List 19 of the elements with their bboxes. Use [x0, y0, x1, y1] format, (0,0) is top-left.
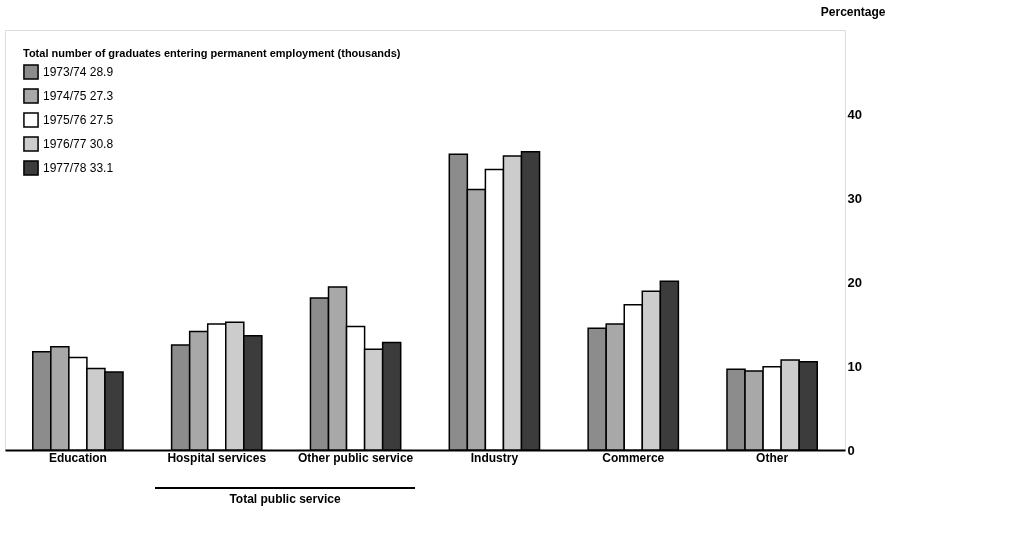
y-tick-label: 10 — [847, 358, 862, 374]
y-tick-label: 0 — [847, 442, 855, 458]
legend-label: 1975/76 27.5 — [43, 113, 114, 127]
x-tick-label: Industry — [470, 450, 519, 465]
legend-label: 1976/77 30.8 — [43, 137, 114, 151]
legend-label: 1973/74 28.9 — [43, 65, 114, 79]
legend-title: Total number of graduates entering permanent employment (thousands) — [23, 47, 401, 59]
x-tick-label: Other — [756, 450, 789, 465]
legend-label: 1977/78 33.1 — [43, 161, 114, 175]
y-tick-label: 20 — [847, 274, 862, 290]
x-tick-label: Hospital services — [167, 450, 267, 465]
x-tick-label: Education — [48, 450, 107, 465]
y-tick-label: 40 — [847, 106, 862, 122]
legend-label: 1974/75 27.3 — [43, 89, 114, 103]
text: Total public service — [229, 492, 341, 506]
y-tick-label: 30 — [847, 190, 862, 206]
y-axis-title: Percentage — [820, 4, 886, 19]
x-tick-label: Other public service — [297, 450, 414, 465]
x-tick-label: Commerce — [602, 450, 665, 465]
